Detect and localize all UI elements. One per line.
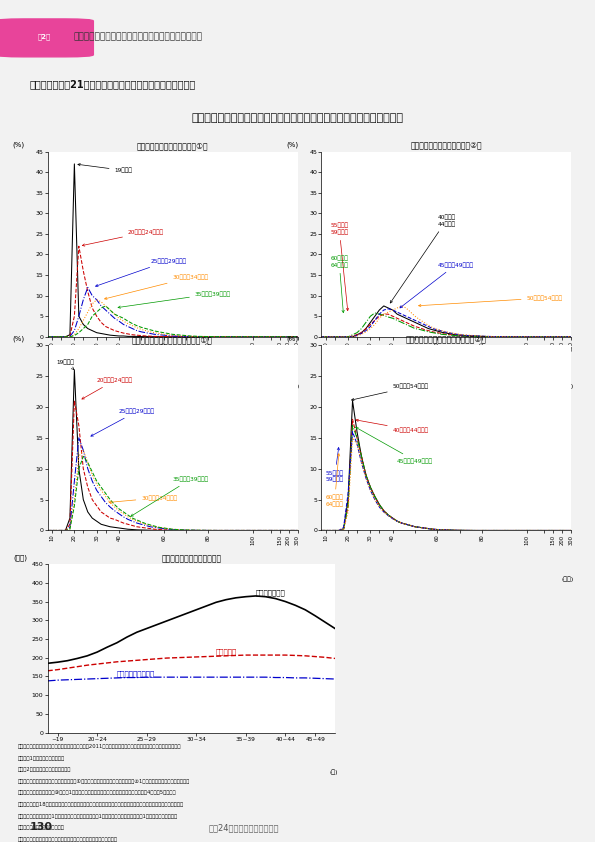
Title: （正社員・正職員の賃金分布②）: （正社員・正職員の賃金分布②） bbox=[411, 141, 482, 151]
Text: 第２－（１）－21図　非正規雇用者の賃金の状況（男女計）: 第２－（１）－21図 非正規雇用者の賃金の状況（男女計） bbox=[29, 79, 195, 89]
Text: 正社員・正職員以外: 正社員・正職員以外 bbox=[117, 671, 155, 677]
Text: (万円): (万円) bbox=[288, 383, 300, 389]
Text: 19歳以下: 19歳以下 bbox=[78, 163, 133, 173]
Text: 60歳以上
64歳以下: 60歳以上 64歳以下 bbox=[330, 256, 348, 312]
Text: 55歳以上
59歳以下: 55歳以上 59歳以下 bbox=[330, 223, 349, 311]
Text: 60歳以上
64歳以下: 60歳以上 64歳以下 bbox=[326, 454, 344, 507]
Text: (%): (%) bbox=[12, 335, 25, 342]
Text: 貧困・格差の現状と分厚い中間層の復活に向けた課題: 貧困・格差の現状と分厚い中間層の復活に向けた課題 bbox=[74, 33, 203, 41]
Text: 35歳以上39歳以下: 35歳以上39歳以下 bbox=[131, 477, 209, 516]
Text: 非正規雇用者は正規雇用者と比較して年齢による賃金の上昇が小さい。: 非正規雇用者は正規雇用者と比較して年齢による賃金の上昇が小さい。 bbox=[192, 113, 403, 123]
Text: (万円): (万円) bbox=[288, 577, 300, 583]
Text: 130: 130 bbox=[30, 822, 53, 832]
Text: 資料出所　厚生労働省「賃金構造基本統計調査」（2011年）をもとに厚生労働省労働政策担当参事官室にて作成: 資料出所 厚生労働省「賃金構造基本統計調査」（2011年）をもとに厚生労働省労働… bbox=[18, 744, 181, 749]
Title: （正社員・正職員の賃金分布①）: （正社員・正職員の賃金分布①） bbox=[137, 141, 208, 151]
Text: 一般労働職: 一般労働職 bbox=[216, 648, 237, 655]
Text: ない労働者）以外の者: ない労働者）以外の者 bbox=[18, 825, 65, 830]
Text: 20歳以上24歳以下: 20歳以上24歳以下 bbox=[82, 229, 164, 246]
FancyBboxPatch shape bbox=[0, 19, 93, 56]
Text: (%): (%) bbox=[286, 141, 299, 148]
Text: 平成24年版　労働経済の分析: 平成24年版 労働経済の分析 bbox=[208, 823, 278, 832]
Text: 40歳以上44歳以下: 40歳以上44歳以下 bbox=[356, 419, 429, 433]
Text: 50歳以上54歳以下: 50歳以上54歳以下 bbox=[418, 296, 563, 306]
Text: 2）用語の定義は以下のとおり: 2）用語の定義は以下のとおり bbox=[18, 767, 71, 772]
Text: ・一般労働者：「常用労働者」（①期間を定めずに雇われている労働者、②1か月を超える時間を定めて雇われ: ・一般労働者：「常用労働者」（①期間を定めずに雇われている労働者、②1か月を超え… bbox=[18, 779, 190, 784]
Text: 50歳以上54歳以下: 50歳以上54歳以下 bbox=[352, 384, 429, 401]
Text: (%): (%) bbox=[286, 335, 299, 342]
Text: ぞれ18日以上雇用された労働者のいずれかに該当する者）のうち、「短時間労働者」（同一事業所の一般: ぞれ18日以上雇用された労働者のいずれかに該当する者）のうち、「短時間労働者」（… bbox=[18, 802, 184, 807]
Text: 19歳以下: 19歳以下 bbox=[57, 360, 74, 370]
Text: (歳): (歳) bbox=[330, 770, 338, 775]
Text: 20歳以上24歳以下: 20歳以上24歳以下 bbox=[82, 378, 133, 399]
Text: 25歳以上29歳以下: 25歳以上29歳以下 bbox=[91, 408, 155, 436]
Text: 45歳以上49歳以下: 45歳以上49歳以下 bbox=[356, 427, 433, 464]
Text: 正社員・正職員: 正社員・正職員 bbox=[256, 590, 286, 596]
Text: (万円): (万円) bbox=[562, 383, 574, 389]
Title: （正社員・正職員以外の賃金分布②）: （正社員・正職員以外の賃金分布②） bbox=[406, 335, 487, 344]
Text: (万円): (万円) bbox=[562, 577, 574, 583]
Text: 55歳以上
59歳以下: 55歳以上 59歳以下 bbox=[326, 448, 344, 482]
Text: 40歳以上
44歳以下: 40歳以上 44歳以下 bbox=[390, 215, 455, 303]
Text: （注）　1）賃金は所定内給与。: （注） 1）賃金は所定内給与。 bbox=[18, 755, 65, 760]
Text: (%): (%) bbox=[12, 141, 25, 148]
Text: (千円): (千円) bbox=[13, 554, 27, 561]
Title: （賃金プロファイルの比較）: （賃金プロファイルの比較） bbox=[161, 554, 221, 563]
Text: ・正社員・正職員：調査票中、事業所で正社員・正職員とする者: ・正社員・正職員：調査票中、事業所で正社員・正職員とする者 bbox=[18, 837, 118, 842]
Text: の労働者より1日の所定内労働時間が短い又は1日の所定労働時間が同じでも1週の所定労働日数が少: の労働者より1日の所定内労働時間が短い又は1日の所定労働時間が同じでも1週の所定… bbox=[18, 813, 178, 818]
Text: 30歳以上34歳以下: 30歳以上34歳以下 bbox=[105, 274, 209, 300]
Text: 25歳以上29歳以下: 25歳以上29歳以下 bbox=[96, 258, 186, 286]
Title: （正社員・正職員以外の賃金分布①）: （正社員・正職員以外の賃金分布①） bbox=[132, 335, 213, 344]
Text: 35歳以上39歳以下: 35歳以上39歳以下 bbox=[118, 291, 231, 308]
Text: 第2章: 第2章 bbox=[38, 34, 51, 40]
Text: ている労働者、③日又は1か月以内の期間を定めて雇われている労働者のうち、4月及び5月にそれ: ている労働者、③日又は1か月以内の期間を定めて雇われている労働者のうち、4月及び… bbox=[18, 791, 177, 796]
Text: 45歳以上49歳以下: 45歳以上49歳以下 bbox=[400, 262, 474, 308]
Text: 30歳以上34歳以下: 30歳以上34歳以下 bbox=[109, 495, 177, 504]
